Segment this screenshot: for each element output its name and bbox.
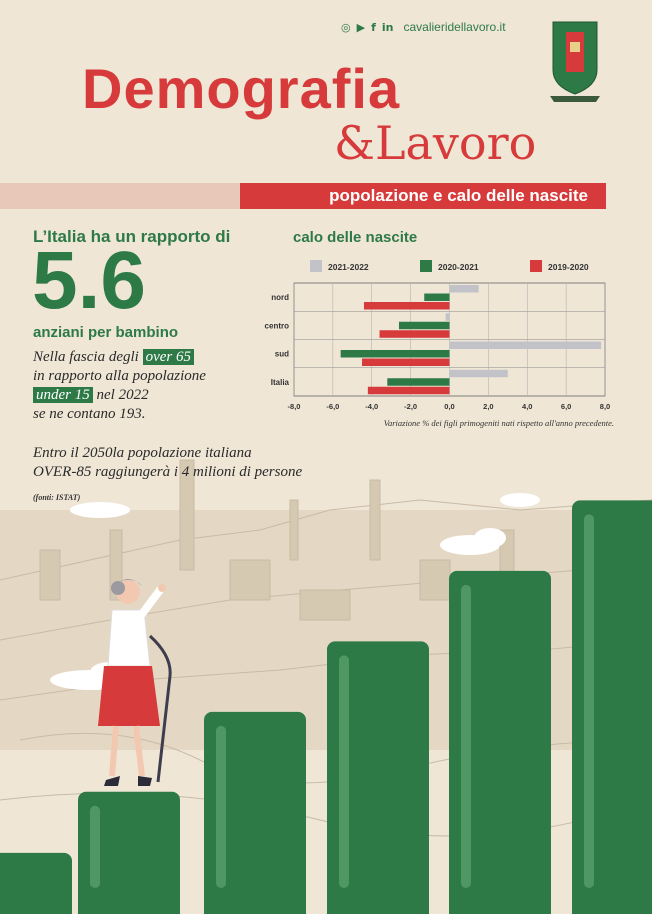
growth-bar-highlight	[90, 805, 100, 888]
bar-italia-2020-2021	[387, 378, 450, 386]
x-tick-label: -2,0	[404, 402, 417, 411]
x-tick-label: 6,0	[561, 402, 571, 411]
bar-centro-2021-2022	[445, 313, 450, 321]
x-tick-label: 4,0	[522, 402, 532, 411]
stat-paragraph: Nella fascia degli over 65 in rapporto a…	[33, 348, 273, 424]
stat-value: 5.6	[32, 235, 146, 326]
growth-bar-highlight	[339, 655, 349, 888]
projection-paragraph: Entro il 2050la popolazione italiana OVE…	[33, 444, 302, 482]
y-category-label: nord	[271, 293, 289, 302]
x-tick-label: -6,0	[326, 402, 339, 411]
chart-note: Variazione % dei figli primogeniti nati …	[383, 418, 614, 428]
bar-centro-2020-2021	[398, 321, 450, 330]
growth-bar	[0, 852, 72, 914]
website-link[interactable]: cavalieridellavoro.it	[403, 20, 506, 34]
x-tick-label: 2,0	[483, 402, 493, 411]
stat-text4: se ne contano 193.	[33, 406, 146, 422]
births-chart: 2021-2022 2020-2021 2019-2020 -8,0 -6,0 -4,0 -…	[265, 260, 610, 411]
bar-centro-2019-2020	[379, 330, 450, 338]
bar-nord-2019-2020	[363, 302, 450, 310]
bar-sud-2021-2022	[449, 341, 602, 349]
bar-italia-2021-2022	[449, 369, 508, 378]
linkedin-icon[interactable]: in	[381, 20, 394, 34]
x-tick-label: -4,0	[365, 402, 378, 411]
instagram-icon[interactable]: ◎	[341, 20, 351, 34]
x-tick-label: 0,0	[444, 402, 454, 411]
growth-bar	[78, 791, 180, 914]
projection-line1: Entro il 2050la popolazione italiana	[33, 445, 252, 461]
y-category-label: centro	[265, 321, 290, 330]
banner-text: popolazione e calo delle nascite	[329, 186, 588, 205]
facebook-icon[interactable]: f	[371, 20, 376, 34]
y-category-label: sud	[275, 350, 289, 359]
growth-bar-highlight	[584, 514, 594, 888]
bar-nord-2021-2022	[449, 285, 479, 293]
growth-bar-highlight	[461, 584, 471, 888]
bar-sud-2020-2021	[340, 350, 450, 358]
elderly-woman-illustration	[98, 579, 172, 786]
bar-sud-2019-2020	[362, 358, 450, 366]
stat-lead: L’Italia ha un rapporto di	[33, 227, 231, 246]
legend-label: 2019-2020	[548, 262, 589, 272]
growth-bar	[204, 711, 306, 914]
x-tick-label: 8,0	[600, 402, 610, 411]
stat-text3: nel 2022	[96, 387, 149, 403]
x-tick-label: -8,0	[288, 402, 301, 411]
source-note: (fonti: ISTAT)	[33, 493, 81, 502]
legend-swatch	[420, 260, 432, 272]
growth-bar	[327, 641, 429, 914]
growth-bar-highlight	[216, 725, 226, 888]
title-line2: &Lavoro	[334, 116, 537, 170]
crest-logo-icon	[550, 21, 600, 102]
chart-title: calo delle nascite	[293, 229, 418, 246]
bar-italia-2019-2020	[367, 386, 450, 395]
highlight-under15: under 15	[33, 387, 93, 403]
subtitle-banner: popolazione e calo delle nascite	[0, 183, 606, 209]
youtube-icon[interactable]: ▶	[356, 20, 366, 34]
bar-nord-2020-2021	[424, 293, 450, 301]
stat-text2: in rapporto alla popolazione	[33, 368, 206, 384]
legend-swatch	[530, 260, 542, 272]
legend-label: 2020-2021	[438, 262, 479, 272]
stat-text1: Nella fascia degli	[33, 349, 139, 365]
highlight-over65: over 65	[142, 349, 194, 365]
banner-fade	[0, 183, 240, 209]
y-category-label: Italia	[271, 378, 290, 387]
growth-bar	[449, 570, 551, 914]
legend-label: 2021-2022	[328, 262, 369, 272]
stat-unit: anziani per bambino	[33, 324, 179, 341]
title-line1: Demografia	[82, 57, 401, 120]
projection-line2: OVER-85 raggiungerà i 4 milioni di perso…	[33, 464, 303, 480]
legend-swatch	[310, 260, 322, 272]
social-links: ◎ ▶ f in cavalieridellavoro.it	[341, 20, 506, 34]
